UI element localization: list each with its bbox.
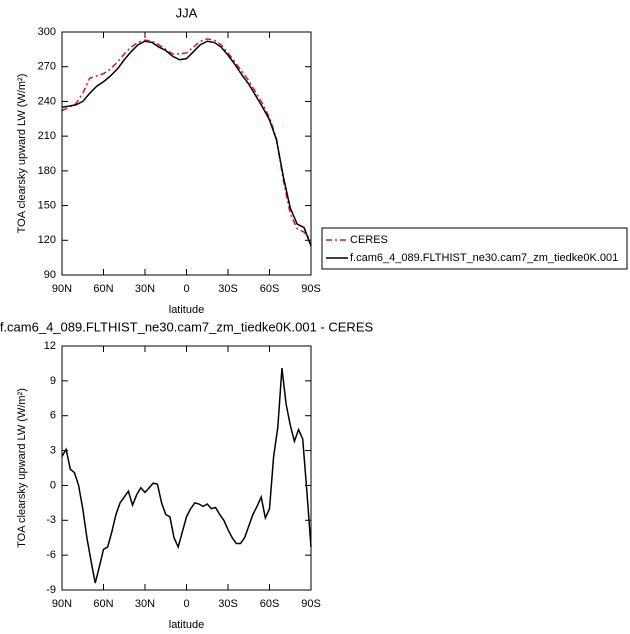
y-axis-label: TOA clearsky upward LW (W/m²) bbox=[16, 74, 28, 234]
plot-frame bbox=[61, 31, 312, 276]
y-tick-label: -6 bbox=[46, 549, 56, 561]
legend-label: CERES bbox=[350, 234, 388, 246]
x-tick-label: 90N bbox=[52, 598, 72, 610]
x-tick-label: 90S bbox=[301, 598, 321, 610]
y-tick-label: 12 bbox=[44, 340, 56, 352]
y-tick-label: 9 bbox=[50, 375, 56, 387]
x-tick-label: 30S bbox=[218, 283, 238, 295]
x-tick-label: 0 bbox=[183, 283, 189, 295]
y-tick-label: 300 bbox=[38, 26, 56, 38]
y-tick-label: 150 bbox=[38, 199, 56, 211]
x-axis-label: latitude bbox=[169, 619, 204, 631]
y-tick-label: 120 bbox=[38, 234, 56, 246]
x-tick-label: 60S bbox=[260, 283, 280, 295]
series-line bbox=[61, 40, 312, 247]
chart-title: f.cam6_4_089.FLTHIST_ne30.cam7_zm_tiedke… bbox=[0, 319, 373, 334]
x-tick-label: 90N bbox=[52, 283, 72, 295]
x-tick-label: 60N bbox=[93, 598, 113, 610]
x-tick-label: 30S bbox=[218, 598, 238, 610]
legend-label: f.cam6_4_089.FLTHIST_ne30.cam7_zm_tiedke… bbox=[350, 252, 618, 264]
x-tick-label: 60S bbox=[260, 598, 280, 610]
legend: CERES f.cam6_4_089.FLTHIST_ne30.cam7_zm_t… bbox=[321, 227, 628, 270]
x-tick-label: 0 bbox=[183, 598, 189, 610]
y-tick-label: 180 bbox=[38, 165, 56, 177]
y-tick-label: 210 bbox=[38, 130, 56, 142]
y-tick-label: 90 bbox=[44, 269, 56, 281]
y-tick-label: 240 bbox=[38, 95, 56, 107]
panel: JJA latitude TOA clearsky upward LW (W/m²)… bbox=[16, 5, 321, 315]
y-axis-label: TOA clearsky upward LW (W/m²) bbox=[16, 388, 28, 548]
x-tick-label: 90S bbox=[301, 283, 321, 295]
x-axis-label: latitude bbox=[169, 304, 204, 316]
y-tick-label: 0 bbox=[50, 479, 56, 491]
x-tick-label: 60N bbox=[93, 283, 113, 295]
y-tick-label: -9 bbox=[46, 584, 56, 596]
x-tick-label: 30N bbox=[135, 598, 155, 610]
series-line bbox=[61, 38, 312, 241]
x-tick-label: 30N bbox=[135, 283, 155, 295]
chart-title: JJA bbox=[176, 5, 198, 20]
series-line bbox=[61, 367, 312, 584]
y-tick-label: 3 bbox=[50, 444, 56, 456]
y-tick-label: -3 bbox=[46, 514, 56, 526]
y-tick-label: 270 bbox=[38, 61, 56, 73]
panel: f.cam6_4_089.FLTHIST_ne30.cam7_zm_tiedke… bbox=[0, 319, 373, 630]
legend-box bbox=[321, 227, 628, 270]
y-tick-label: 6 bbox=[50, 410, 56, 422]
plot-frame bbox=[61, 345, 312, 591]
